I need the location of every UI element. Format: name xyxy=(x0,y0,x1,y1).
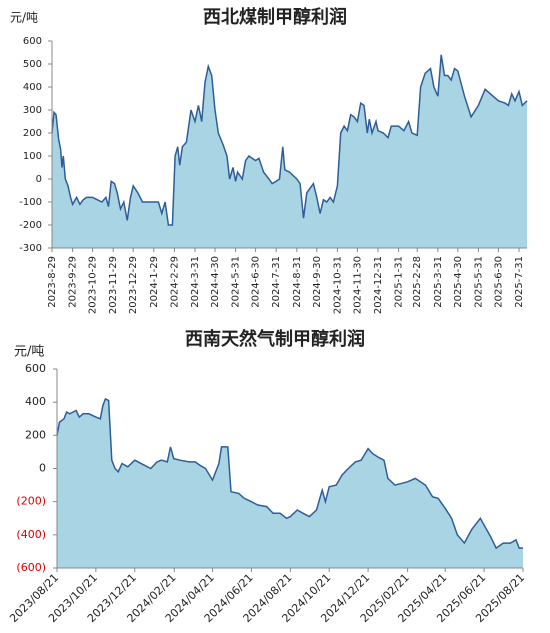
x-tick-label: 2024-3-31 xyxy=(190,256,201,308)
x-tick-label: 2024-12-31 xyxy=(373,256,384,314)
x-tick-label: 2025-3-31 xyxy=(433,256,444,308)
y-tick-label: 500 xyxy=(23,59,42,70)
y-tick-label: 600 xyxy=(23,36,42,47)
area-line xyxy=(51,54,528,226)
y-tick-label: (400) xyxy=(16,528,46,541)
y-axis-label: 元/吨 xyxy=(14,345,44,360)
y-tick-label: -200 xyxy=(19,220,42,231)
y-tick-label: 600 xyxy=(25,362,46,375)
x-tick-label: 2024-7-31 xyxy=(271,256,282,308)
y-tick-label: -300 xyxy=(19,243,42,254)
x-tick-label: 2025-2-28 xyxy=(412,256,423,308)
area xyxy=(57,398,523,568)
x-tick-label: 2024-4-30 xyxy=(210,256,221,308)
area-line xyxy=(56,397,523,550)
y-tick-label: 100 xyxy=(23,151,42,162)
y-tick-label: (200) xyxy=(16,495,46,508)
x-tick-label: 2024-10-31 xyxy=(332,256,343,314)
x-tick-label: 2025-5-31 xyxy=(473,256,484,308)
x-tick-label: 2025-7-31 xyxy=(514,256,525,308)
x-tick-label: 2024-1-29 xyxy=(149,256,160,308)
x-tick-label: 2024-2-29 xyxy=(169,256,180,308)
y-tick-label: 300 xyxy=(23,105,42,116)
y-tick-label: 200 xyxy=(23,128,42,139)
area xyxy=(52,54,527,248)
chart-title: 西北煤制甲醇利润 xyxy=(203,6,347,28)
x-tick-label: 2023-12-29 xyxy=(128,256,139,314)
y-tick-label: 0 xyxy=(39,462,46,475)
x-tick-label: 2023-9-29 xyxy=(68,256,79,308)
x-tick-label: 2024-6-30 xyxy=(251,256,262,308)
x-tick-label: 2025-4-30 xyxy=(453,256,464,308)
x-tick-label: 2024-8-31 xyxy=(292,256,303,308)
x-tick-label: 2024-9-30 xyxy=(312,256,323,308)
x-tick-label: 2024-11-30 xyxy=(352,256,363,314)
y-tick-label: 0 xyxy=(36,174,42,185)
x-tick-label: 2023-11-29 xyxy=(108,256,119,314)
x-tick-label: 2023-10-29 xyxy=(88,256,99,314)
y-tick-label: 400 xyxy=(23,82,42,93)
y-tick-label: -100 xyxy=(19,197,42,208)
x-tick-label: 2024-5-31 xyxy=(231,256,242,308)
y-tick-label: 400 xyxy=(25,395,46,408)
y-tick-label: (600) xyxy=(16,561,46,574)
y-tick-label: 200 xyxy=(25,428,46,441)
x-tick-label: 2025-1-31 xyxy=(394,256,405,308)
x-tick-label: 2025-6-30 xyxy=(493,256,504,308)
y-axis-label: 元/吨 xyxy=(10,11,38,25)
chart-title: 西南天然气制甲醇利润 xyxy=(185,328,365,350)
x-tick-label: 2023-8-29 xyxy=(47,256,58,308)
